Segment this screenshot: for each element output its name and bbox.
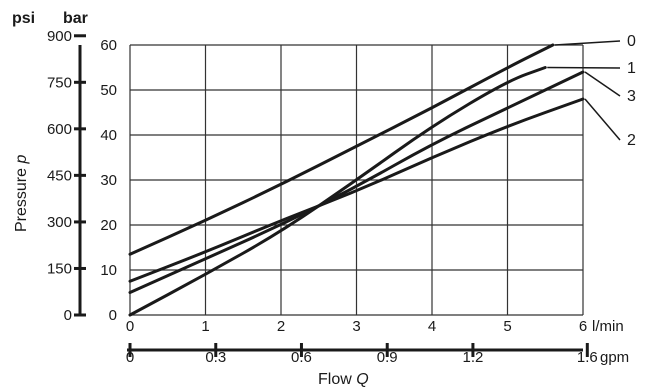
y-tick-bar-4: 40 [100, 127, 117, 144]
y-tick-psi-0: 0 [64, 307, 72, 324]
series-curve-1 [128, 66, 547, 317]
series-leader-1 [547, 66, 621, 69]
x-tick-gpm-3: 0.9 [377, 349, 398, 366]
y-tick-psi-5: 750 [47, 74, 72, 91]
y-tick-psi-1: 150 [47, 260, 72, 277]
grid [129, 44, 584, 316]
series-label-2: 2 [627, 132, 636, 149]
y-tick-bar-3: 30 [100, 172, 117, 189]
y-tick-psi-3: 450 [47, 167, 72, 184]
series-leader-3 [584, 71, 621, 97]
series-label-3: 3 [627, 88, 636, 105]
series-label-0: 0 [627, 33, 636, 50]
series-leader-2 [584, 98, 621, 141]
x-tick-lpm-0: 0 [126, 318, 134, 335]
x-unit-lpm: l/min [592, 318, 624, 335]
y-tick-bar-1: 10 [100, 262, 117, 279]
series-label-1: 1 [627, 60, 636, 77]
y-axis-title: Pressure p [13, 155, 30, 232]
series-curve-2 [128, 97, 585, 283]
x-tick-lpm-6: 6 [579, 318, 587, 335]
y-tick-bar-5: 50 [100, 82, 117, 99]
tick-labels: 0 1 2 3 4 5 6010203040506001503004506007509000… [47, 28, 598, 366]
y-tick-bar-2: 20 [100, 217, 117, 234]
y-tick-psi-2: 300 [47, 214, 72, 231]
y-tick-bar-0: 0 [109, 307, 117, 324]
x-tick-gpm-4: 1.2 [462, 349, 483, 366]
series-curve-3 [128, 70, 585, 294]
x-tick-lpm-1: 1 [201, 318, 209, 335]
y-tick-psi-6: 900 [47, 28, 72, 45]
x-tick-lpm-4: 4 [428, 318, 436, 335]
x-tick-gpm-1: 0.3 [205, 349, 226, 366]
x-unit-gpm: gpm [600, 349, 629, 366]
x-tick-gpm-5: 1.6 [577, 349, 598, 366]
bar-unit-label: bar [63, 10, 88, 27]
series-curve-0 [128, 43, 555, 256]
x-axis-title: Flow Q [318, 371, 369, 388]
y-tick-bar-6: 60 [100, 37, 117, 54]
series: 0 1 3 2 [128, 33, 636, 317]
x-tick-lpm-3: 3 [352, 318, 360, 335]
axes [78, 45, 583, 352]
psi-unit-label: psi [12, 10, 35, 27]
x-tick-lpm-5: 5 [503, 318, 511, 335]
x-tick-lpm-2: 2 [277, 318, 285, 335]
x-tick-gpm-2: 0.6 [291, 349, 312, 366]
x-tick-gpm-0: 0 [126, 349, 134, 366]
series-leader-0 [554, 40, 621, 46]
y-tick-psi-4: 600 [47, 121, 72, 138]
